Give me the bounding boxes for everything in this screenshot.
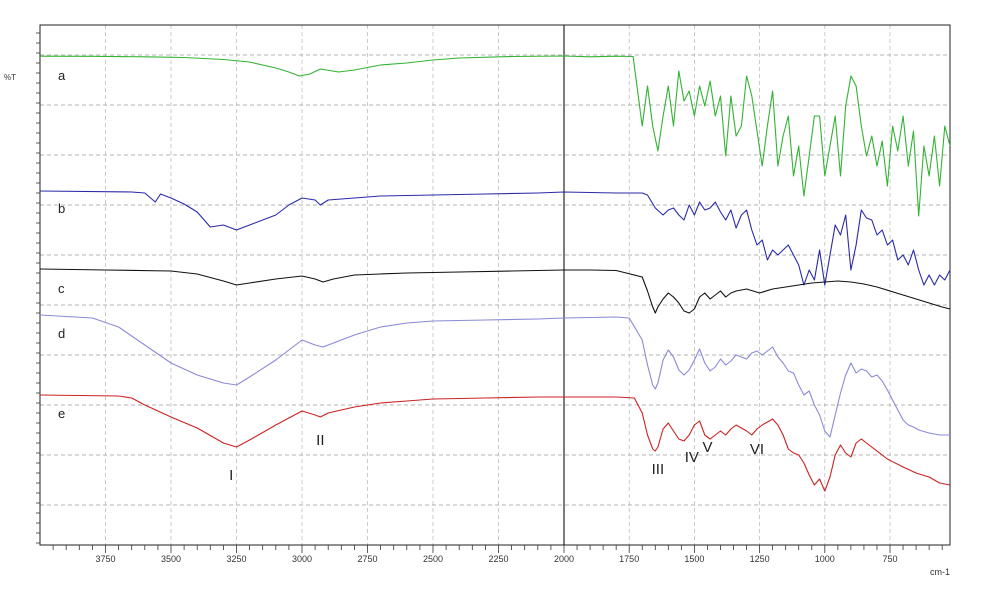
plot-border <box>39 24 951 546</box>
peak-annotation: V <box>702 439 712 456</box>
peak-annotation: VI <box>750 441 764 458</box>
y-axis-label: %T <box>4 73 16 82</box>
x-tick-label: 750 <box>882 554 897 564</box>
x-tick-label: 3500 <box>161 554 181 564</box>
x-tick-label: 2750 <box>357 554 377 564</box>
peak-annotation: IV <box>685 449 699 466</box>
axis-ticks <box>36 32 943 553</box>
x-tick-label: 3250 <box>226 554 246 564</box>
grid-lines <box>40 25 950 545</box>
series-line-d <box>39 314 950 438</box>
x-tick-label: 3750 <box>95 554 115 564</box>
curve-labels: a b c d e <box>58 68 66 421</box>
curve-label-d: d <box>58 326 65 341</box>
plot-frame <box>39 24 951 546</box>
series-line-b <box>39 190 951 286</box>
x-tick-label: 2250 <box>488 554 508 564</box>
x-tick-label: 1250 <box>750 554 770 564</box>
peak-annotation: I <box>229 467 233 484</box>
series-line-a <box>39 55 951 217</box>
x-tick-label: 2000 <box>554 554 574 564</box>
x-axis-unit-label: cm-1 <box>930 567 950 577</box>
curve-label-c: c <box>58 281 65 296</box>
x-tick-label: 1500 <box>684 554 704 564</box>
x-tick-label: 1000 <box>815 554 835 564</box>
series-line-c <box>39 268 951 314</box>
spectrum-curves <box>39 55 951 492</box>
x-tick-label: 2500 <box>423 554 443 564</box>
x-tick-label: 3000 <box>292 554 312 564</box>
curve-label-b: b <box>58 201 65 216</box>
curve-label-a: a <box>58 68 66 83</box>
peak-annotation: II <box>316 432 324 449</box>
x-tick-labels: 3750 3500 3250 3000 2750 2500 2250 2000 1750 1500… <box>95 554 897 564</box>
curve-label-e: e <box>58 406 65 421</box>
x-tick-label: 1750 <box>619 554 639 564</box>
series-line-e <box>39 394 951 492</box>
peak-annotation: III <box>652 461 665 478</box>
